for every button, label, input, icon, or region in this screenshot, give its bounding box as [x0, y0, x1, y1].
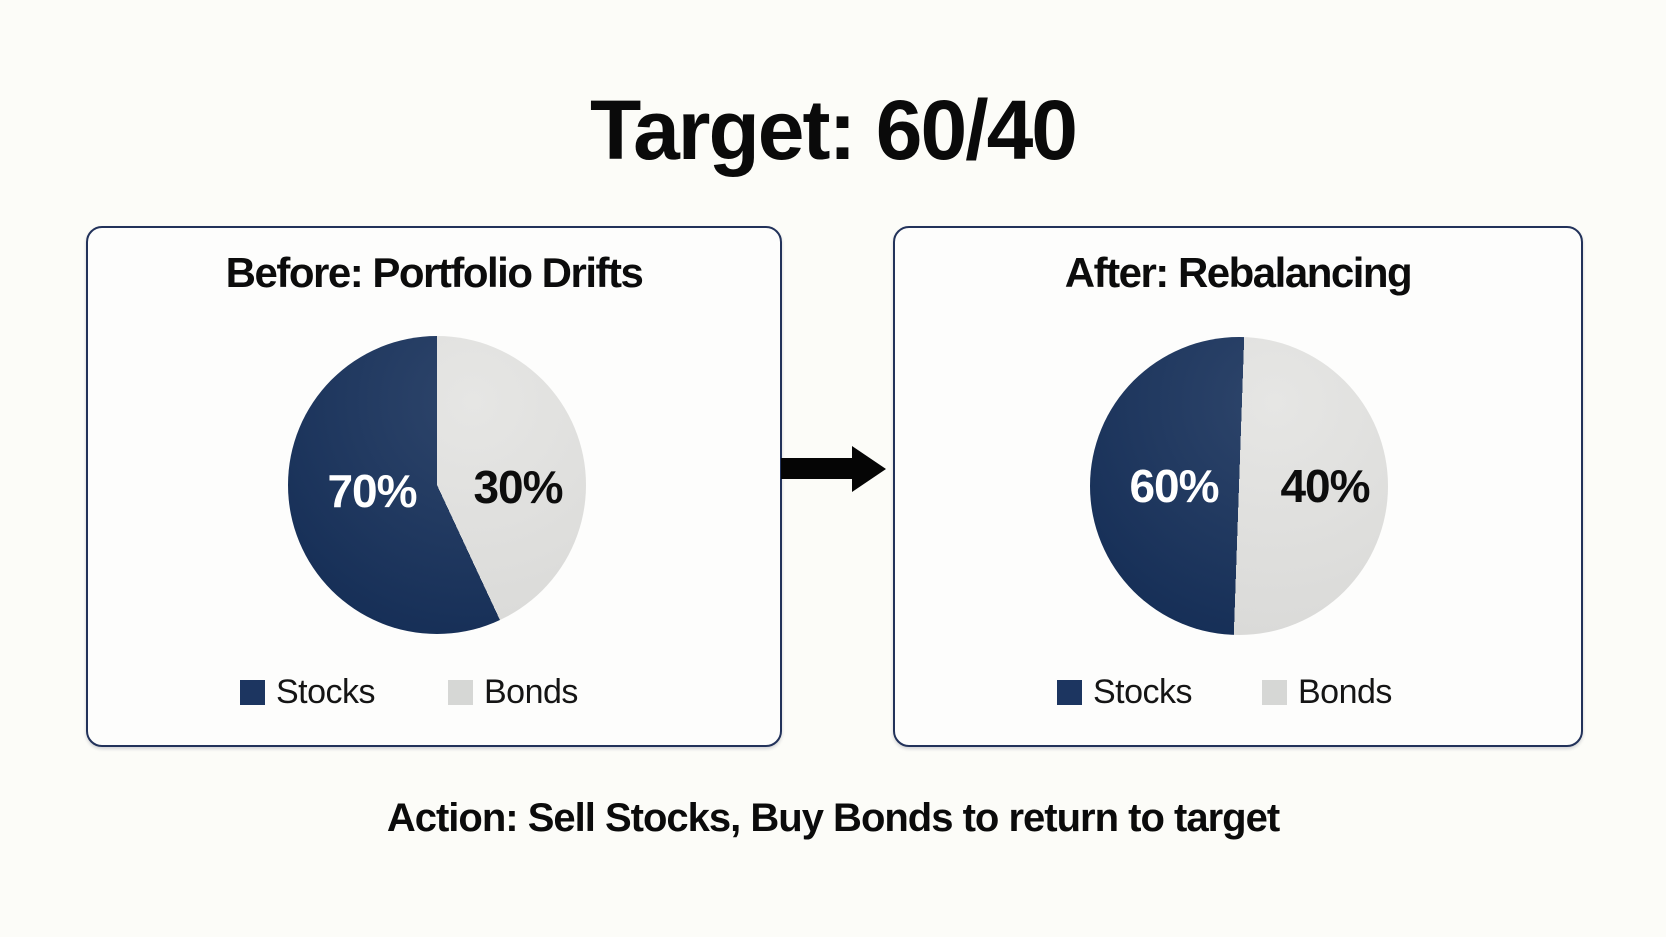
right-arrow-icon: [781, 458, 854, 479]
stocks-swatch-icon: [1057, 679, 1082, 705]
after-legend-stocks: Stocks: [1057, 672, 1193, 712]
action-caption: Action: Sell Stocks, Buy Bonds to return…: [386, 796, 1280, 840]
after-legend-bonds: Bonds: [1262, 672, 1392, 712]
before-stocks-percent-label: 70%: [327, 465, 417, 517]
bonds-swatch-icon: [1262, 679, 1287, 705]
before-bonds-percent-label: 30%: [473, 461, 563, 513]
panel-after: After: Rebalancing 60% 40% Stocks Bonds: [893, 226, 1583, 747]
before-legend-bonds: Bonds: [448, 672, 578, 712]
panel-before-title: Before: Portfolio Drifts: [225, 249, 644, 296]
right-arrow-head-icon: [852, 446, 886, 492]
before-legend-stocks-label: Stocks: [276, 672, 376, 711]
after-bonds-percent-label: 40%: [1280, 460, 1370, 512]
after-legend-bonds-label: Bonds: [1298, 672, 1392, 711]
bonds-swatch-icon: [448, 679, 473, 705]
before-legend-stocks: Stocks: [240, 672, 376, 712]
pie-chart-after: [1090, 337, 1388, 635]
pie-chart-before: [288, 336, 586, 634]
panel-before: Before: Portfolio Drifts 70% 30% Stocks …: [86, 226, 782, 747]
page-title: Target: 60/40: [590, 83, 1078, 177]
before-legend-bonds-label: Bonds: [484, 672, 578, 711]
stocks-swatch-icon: [240, 679, 265, 705]
after-legend-stocks-label: Stocks: [1093, 672, 1193, 711]
panel-after-title: After: Rebalancing: [1064, 249, 1413, 296]
after-stocks-percent-label: 60%: [1129, 460, 1219, 512]
